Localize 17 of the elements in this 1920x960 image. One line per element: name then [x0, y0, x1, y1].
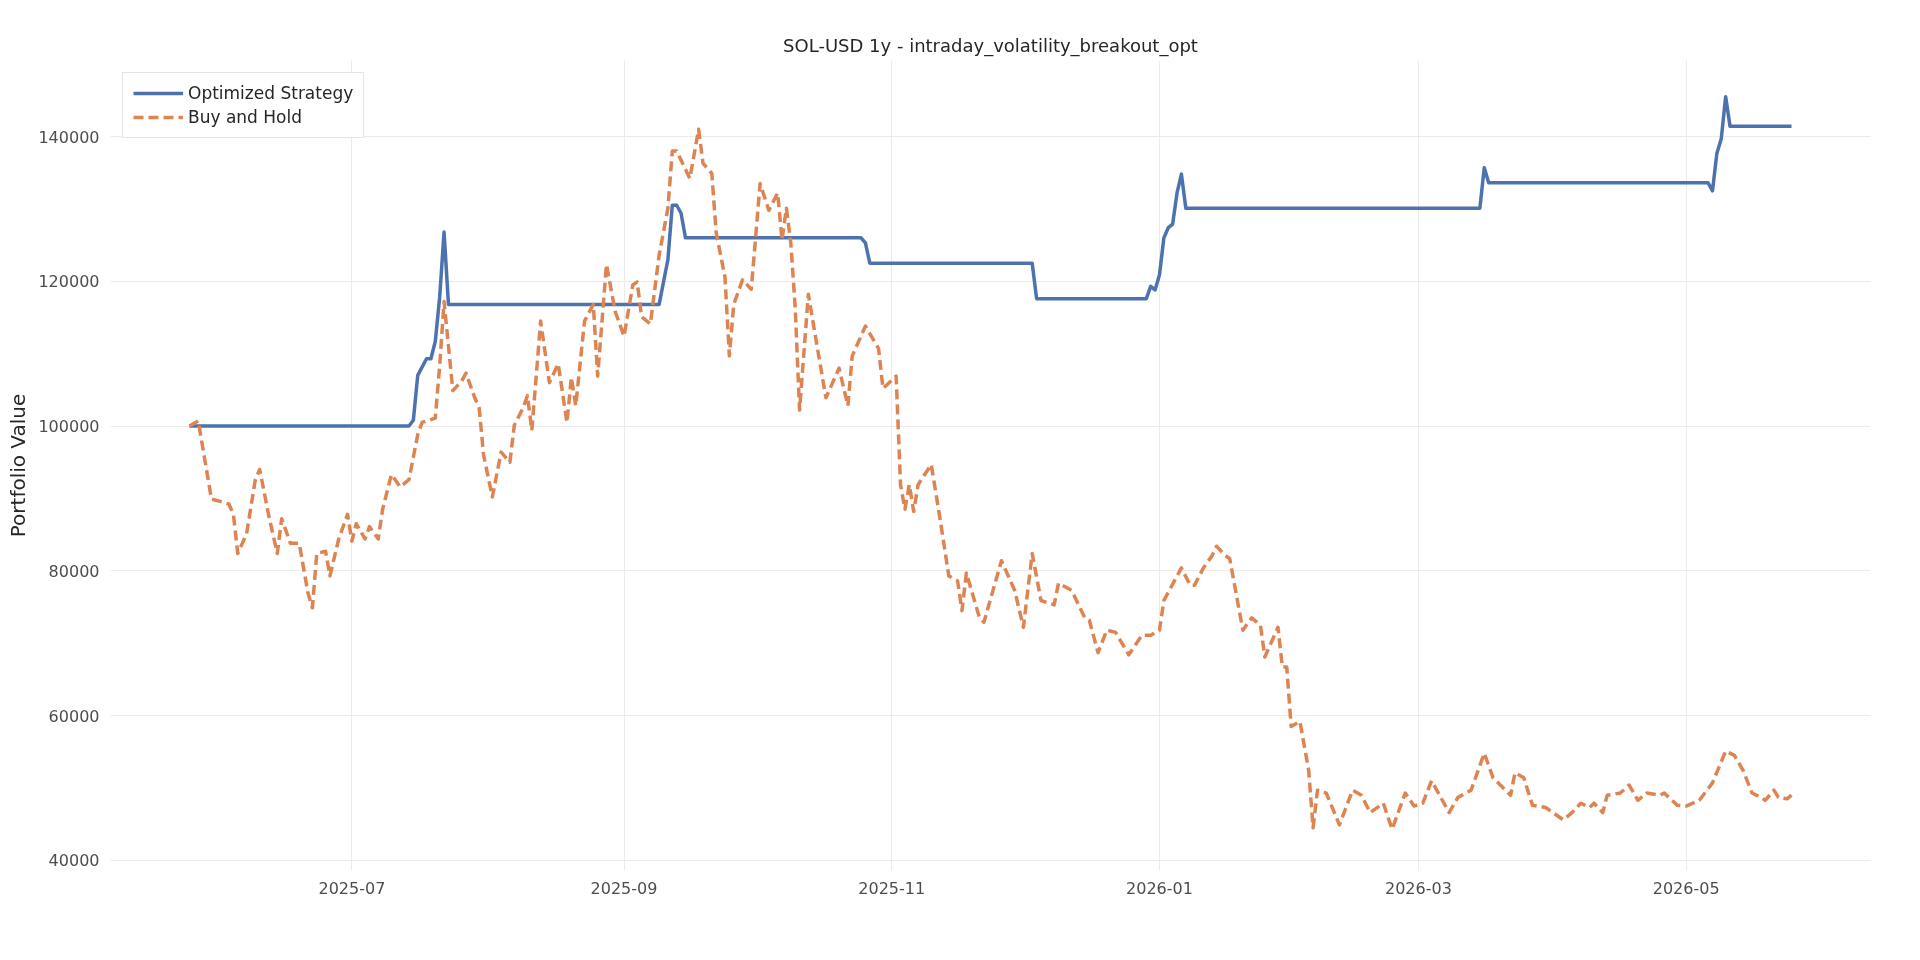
- y-tick-label: 80000: [48, 561, 100, 581]
- x-tick-label: 2026-03: [1385, 878, 1452, 898]
- x-tick-label: 2025-09: [590, 878, 658, 898]
- legend-label: Buy and Hold: [188, 107, 302, 127]
- y-tick-label: 40000: [48, 851, 100, 871]
- y-tick-label: 120000: [38, 272, 100, 292]
- x-tick-label: 2026-01: [1126, 878, 1193, 898]
- chart-title: SOL-USD 1y - intraday_volatility_breakout_opt: [783, 34, 1198, 57]
- legend-label: Optimized Strategy: [188, 83, 354, 103]
- x-tick-label: 2026-05: [1652, 878, 1720, 898]
- y-tick-label: 140000: [38, 127, 100, 147]
- y-axis-title: Portfolio Value: [6, 393, 31, 538]
- y-tick-label: 100000: [38, 417, 100, 437]
- x-tick-label: 2025-07: [318, 878, 386, 898]
- x-tick-label: 2025-11: [858, 878, 926, 898]
- line-series: [187, 127, 1794, 831]
- y-tick-label: 60000: [48, 706, 100, 726]
